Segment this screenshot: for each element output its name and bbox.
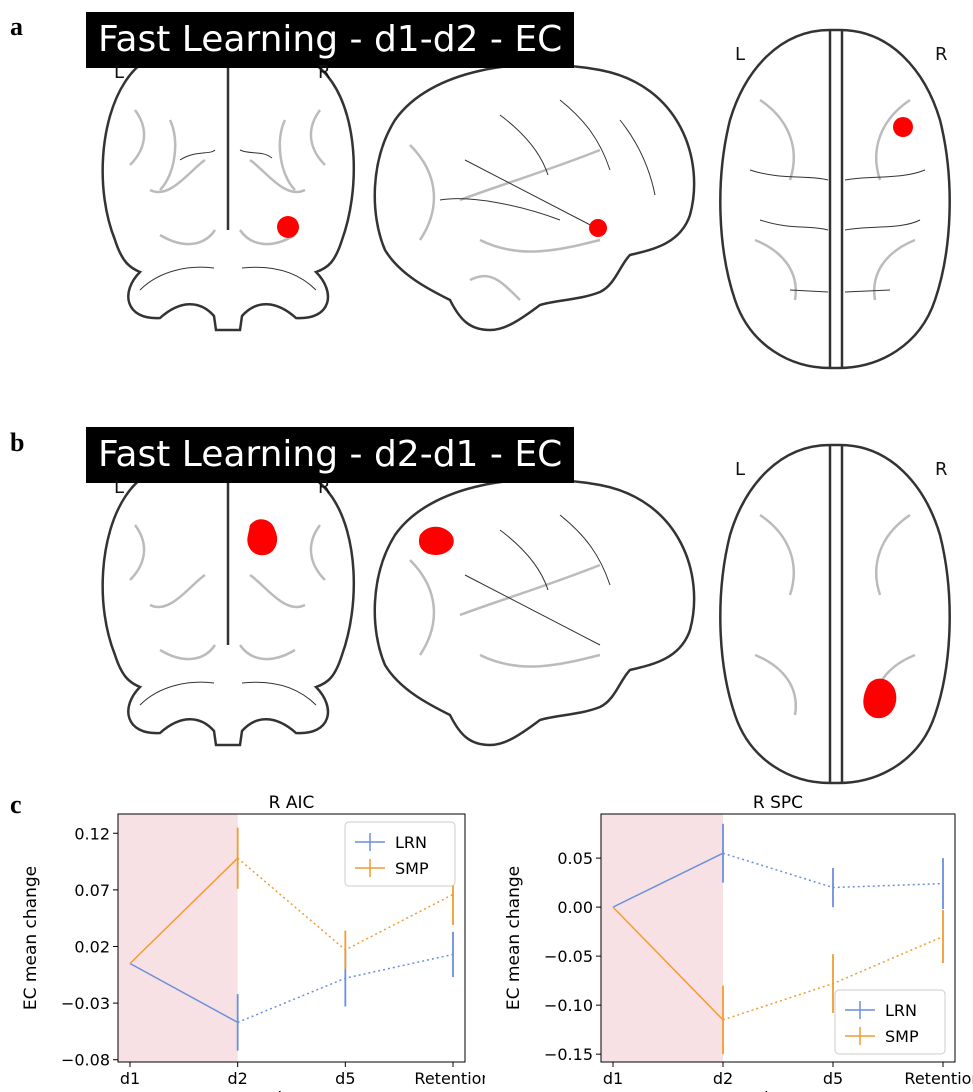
axial-left-label: L	[735, 44, 746, 65]
shaded-region	[601, 814, 723, 1062]
x-tick-label: Retention	[414, 1069, 485, 1088]
legend-box	[834, 989, 946, 1055]
coronal-left-label-b: L	[114, 477, 125, 498]
y-axis-label: EC mean change	[504, 866, 524, 1010]
y-tick-label: 0.12	[74, 824, 110, 843]
glass-brain-panel-a: Fast Learning - d1-d2 - EC L R L R	[0, 0, 973, 380]
legend-label-smp: SMP	[395, 859, 429, 878]
coronal-sulci	[129, 109, 326, 246]
y-tick-label: −0.10	[544, 996, 593, 1015]
y-tick-label: −0.03	[61, 994, 110, 1013]
shaded-region	[118, 814, 238, 1062]
panel-letter-c: c	[10, 790, 22, 819]
plot-frame	[117, 813, 466, 1063]
axial-lines	[749, 169, 926, 293]
activation-blob-axial	[893, 117, 913, 137]
legend-label-smp: SMP	[885, 1027, 919, 1046]
activation-blob-sagittal	[589, 219, 607, 237]
coronal-brain-outline-b	[101, 456, 356, 747]
x-tick-label: d2	[713, 1069, 733, 1088]
x-axis-label: days	[271, 1089, 311, 1092]
x-axis-label: days	[758, 1089, 798, 1092]
series-line-lrn	[129, 962, 239, 1024]
axial-left-label-b: L	[735, 459, 746, 480]
sagittal-brain-outline	[373, 63, 696, 332]
coronal-left-label: L	[114, 62, 125, 83]
x-tick-label: d2	[227, 1069, 247, 1088]
sagittal-lines-b	[464, 514, 611, 646]
axial-brain-outline-b	[719, 443, 951, 785]
coronal-lines-b	[139, 681, 317, 706]
chart-r-aic: R AIC 0.12 0.07 0.02 −0.03 −0.08 d1 d2 d5 Retenti…	[21, 793, 485, 1092]
x-tick-label: d5	[823, 1069, 843, 1088]
coronal-sulci-b	[129, 524, 326, 661]
coronal-brain-outline	[101, 41, 356, 332]
sagittal-brain-outline-b	[373, 478, 696, 747]
x-tick-label: d5	[335, 1069, 355, 1088]
y-tick-label: 0.02	[74, 937, 110, 956]
x-tick-label: Retention	[904, 1069, 973, 1088]
glass-brain-views-b	[101, 443, 951, 785]
y-tick-label: 0.05	[557, 849, 593, 868]
activation-blob-coronal-b	[247, 519, 278, 556]
axial-right-label: R	[935, 44, 948, 65]
panel-a-title: Fast Learning - d1-d2 - EC	[86, 12, 575, 68]
legend-box	[344, 821, 456, 887]
x-tick-label: d1	[603, 1069, 623, 1088]
coronal-lines	[139, 149, 317, 291]
sagittal-lines	[439, 99, 656, 231]
legend-label-lrn: LRN	[885, 1001, 917, 1020]
chart-title: R SPC	[753, 793, 803, 813]
y-tick-label: 0.00	[557, 898, 593, 917]
axial-brain-outline	[719, 28, 951, 370]
series-line-smp	[129, 857, 239, 965]
chart-title: R AIC	[269, 793, 315, 813]
coronal-right-label-b: R	[318, 477, 331, 498]
panel-letter-a: a	[10, 12, 23, 41]
sagittal-sulci-b	[409, 559, 601, 668]
y-tick-label: −0.08	[61, 1051, 110, 1070]
y-tick-label: 0.07	[74, 881, 110, 900]
activation-blob-axial-b	[863, 678, 897, 719]
series-line-smp	[612, 906, 724, 1021]
activation-blob-coronal	[277, 216, 299, 238]
chart-r-spc: R SPC 0.05 0.00 −0.05 −0.10 −0.15 d1 d2 d5 Retent…	[504, 793, 973, 1092]
plot-frame	[600, 813, 956, 1063]
glass-brain-panel-b: Fast Learning - d2-d1 - EC L R L R	[0, 415, 973, 795]
panel-letter-b: b	[10, 428, 25, 457]
y-tick-label: −0.05	[544, 947, 593, 966]
y-axis-label: EC mean change	[21, 866, 41, 1010]
axial-right-label-b: R	[935, 459, 948, 480]
sagittal-sulci	[409, 144, 601, 301]
series-line-lrn	[612, 852, 724, 908]
x-tick-label: d1	[120, 1069, 140, 1088]
legend-label-lrn: LRN	[395, 833, 427, 852]
axial-sulci-b	[754, 513, 916, 716]
panel-b-title: Fast Learning - d2-d1 - EC	[86, 427, 575, 483]
coronal-right-label: R	[318, 62, 331, 83]
axial-sulci	[754, 98, 916, 301]
activation-blob-sagittal-b	[418, 526, 454, 555]
y-tick-label: −0.15	[544, 1045, 593, 1064]
